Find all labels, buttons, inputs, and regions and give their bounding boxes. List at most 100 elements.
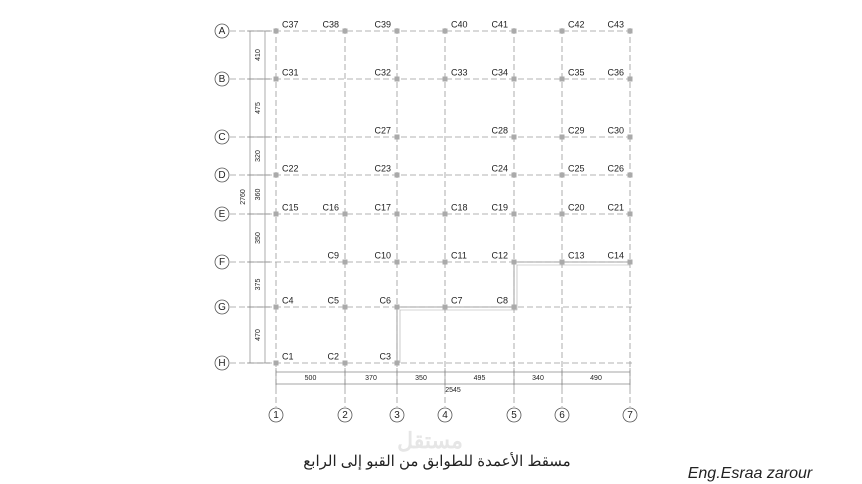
column-label: C11: [451, 250, 467, 260]
dimension-label: 475: [255, 102, 262, 114]
dimension-label: 350: [415, 375, 427, 382]
column-label: C14: [607, 250, 624, 260]
column-label: C10: [374, 250, 391, 260]
column: [559, 211, 565, 217]
column: [394, 76, 400, 82]
column-label: C6: [379, 295, 391, 305]
grid-row-label: H: [218, 358, 225, 369]
beam-outline: [399, 264, 630, 363]
column: [342, 28, 348, 34]
dimension-total: 2545: [445, 387, 461, 394]
column-label: C27: [374, 125, 391, 135]
column: [342, 259, 348, 265]
column-label: C25: [568, 163, 585, 173]
grid-bubble: [214, 254, 230, 270]
column-label: C38: [322, 19, 339, 29]
beam-outline: [396, 261, 630, 363]
grid-column-label: 7: [627, 410, 633, 421]
grid-column-label: 3: [394, 410, 400, 421]
grid-bubble: [214, 129, 230, 145]
column-label: C33: [451, 67, 468, 77]
column: [511, 172, 517, 178]
column: [511, 134, 517, 140]
column: [511, 76, 517, 82]
dimension-label: 350: [255, 232, 262, 244]
column-label: C13: [568, 250, 585, 260]
grid-row-label: G: [218, 302, 226, 313]
grid-bubble: [214, 71, 230, 87]
grid-bubble: [214, 206, 230, 222]
column-label: C34: [491, 67, 508, 77]
column-label: C39: [374, 19, 391, 29]
column-label: C19: [491, 202, 508, 212]
column: [273, 172, 279, 178]
column: [342, 211, 348, 217]
column: [511, 28, 517, 34]
grid-bubble: [214, 23, 230, 39]
column: [442, 304, 448, 310]
column-label: C42: [568, 19, 585, 29]
column-label: C20: [568, 202, 585, 212]
grid-row-label: A: [219, 26, 226, 37]
column: [273, 360, 279, 366]
column: [559, 134, 565, 140]
column: [559, 76, 565, 82]
column-label: C17: [374, 202, 391, 212]
column: [394, 134, 400, 140]
column: [511, 211, 517, 217]
column: [559, 172, 565, 178]
dimension-label: 375: [255, 279, 262, 291]
dimension-label: 490: [590, 375, 602, 382]
column-label: C9: [327, 250, 339, 260]
column-label: C15: [282, 202, 299, 212]
column-label: C32: [374, 67, 391, 77]
column: [394, 172, 400, 178]
grid-column-label: 5: [511, 410, 517, 421]
grid-bubble: [214, 355, 230, 371]
grid-bubble: [554, 407, 570, 423]
column: [627, 259, 633, 265]
column-label: C18: [451, 202, 468, 212]
grid-row-label: D: [218, 170, 225, 181]
column: [394, 360, 400, 366]
dimension-label: 320: [255, 150, 262, 162]
grid-bubble: [214, 299, 230, 315]
column: [442, 76, 448, 82]
column-label: C31: [282, 67, 299, 77]
column-label: C12: [491, 250, 508, 260]
column-label: C2: [327, 351, 339, 361]
grid-row-label: C: [218, 132, 225, 143]
column-label: C35: [568, 67, 585, 77]
grid-row-label: B: [219, 74, 226, 85]
column: [394, 259, 400, 265]
grid-column-label: 1: [273, 410, 279, 421]
grid-bubble: [389, 407, 405, 423]
column-label: C24: [491, 163, 508, 173]
column: [627, 211, 633, 217]
column: [342, 304, 348, 310]
caption: مسقط الأعمدة للطوابق من القبو إلى الرابع: [303, 452, 570, 470]
dimension-label: 360: [255, 189, 262, 201]
column-label: C7: [451, 295, 463, 305]
column-label: C23: [374, 163, 391, 173]
column: [627, 172, 633, 178]
column: [627, 134, 633, 140]
column-label: C28: [491, 125, 508, 135]
column: [627, 28, 633, 34]
column-label: C8: [496, 295, 508, 305]
column: [394, 304, 400, 310]
column-label: C29: [568, 125, 585, 135]
column-label: C5: [327, 295, 339, 305]
column-label: C1: [282, 351, 294, 361]
column-label: C37: [282, 19, 299, 29]
column-label: C41: [491, 19, 508, 29]
grid-column-label: 4: [442, 410, 448, 421]
grid-bubble: [437, 407, 453, 423]
author: Eng.Esraa zarour: [688, 465, 813, 482]
column-label: C36: [607, 67, 624, 77]
grid-row-label: F: [219, 257, 225, 268]
column: [627, 76, 633, 82]
dimension-label: 500: [305, 375, 317, 382]
column: [273, 211, 279, 217]
